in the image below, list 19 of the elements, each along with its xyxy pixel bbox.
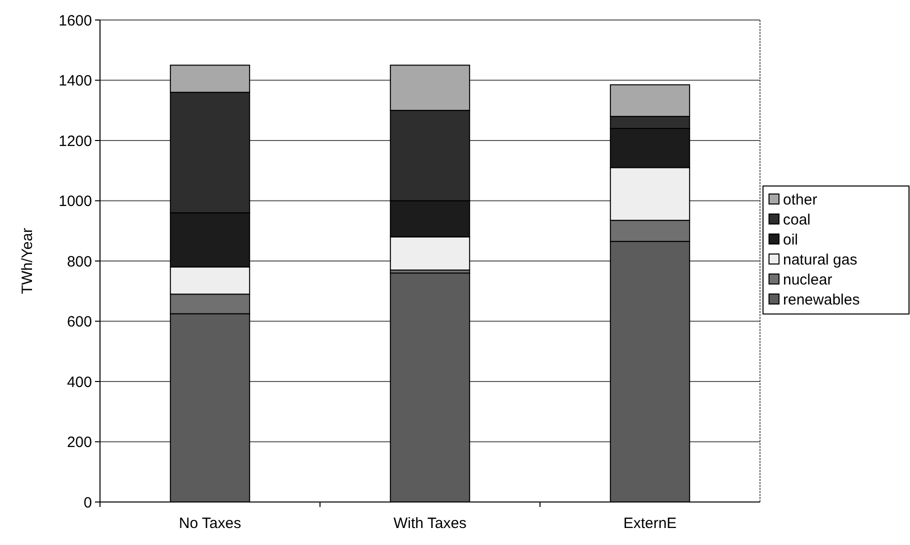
x-tick-label: No Taxes [178,515,242,532]
legend-label: coal [783,211,811,228]
y-tick-label: 1000 [58,193,92,210]
legend-label: renewables [783,291,860,308]
legend-label: natural gas [783,251,858,268]
y-tick-label: 1600 [58,12,92,30]
y-tick-label: 0 [84,494,92,512]
y-tick-label: 1400 [58,72,92,90]
x-tick-label: With Taxes [393,515,467,532]
y-tick-label: 200 [66,434,92,451]
x-tick-label: ExternE [623,515,677,532]
legend-label: oil [783,231,798,248]
y-tick-label: 400 [66,374,92,391]
y-tick-label: 800 [66,253,92,270]
legend-label: other [783,191,818,208]
legend-label: nuclear [783,271,832,288]
y-tick-label: 1200 [58,132,92,150]
y-tick-label: 600 [66,314,92,330]
y-axis-title: TWh/Year [19,228,36,294]
